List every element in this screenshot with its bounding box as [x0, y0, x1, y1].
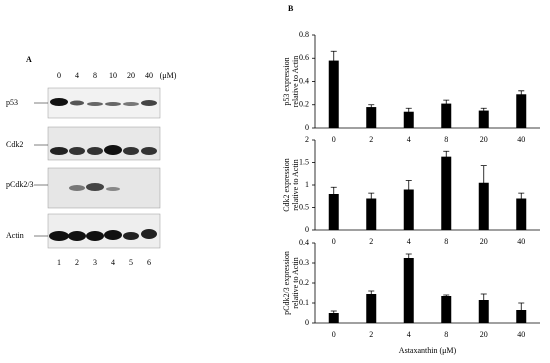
error-bar: [443, 294, 450, 298]
error-bar: [330, 186, 337, 202]
error-bar: [480, 293, 487, 307]
x-tick-label: 40: [517, 330, 525, 339]
y-tick-label: 1.5: [299, 157, 309, 166]
y-tick-label: 0: [305, 123, 309, 132]
error-bar: [443, 150, 450, 163]
x-tick-label: 8: [444, 135, 448, 144]
x-tick-label: 8: [444, 330, 448, 339]
x-tick-label: 0: [332, 330, 336, 339]
y-tick-label: 0.6: [299, 53, 309, 62]
lane-number: 2: [75, 258, 79, 267]
lane-concentration: (μM): [160, 71, 177, 80]
bar: [441, 296, 452, 323]
lane-concentration: 0: [57, 71, 61, 80]
y-tick-label: 0.1: [299, 298, 309, 307]
error-bar: [368, 290, 375, 298]
bar: [516, 94, 527, 128]
y-tick-label: 0: [305, 225, 309, 234]
y-tick-label: 0.3: [299, 258, 309, 267]
bar: [478, 182, 489, 230]
y-axis-label: pCdk2/3 expression: [282, 251, 291, 315]
bar: [328, 60, 339, 129]
bar: [328, 194, 339, 230]
y-axis-label: relative to Actin: [291, 159, 300, 211]
y-tick-label: 0.4: [299, 76, 309, 85]
x-tick-label: 4: [407, 330, 411, 339]
x-tick-label: 2: [369, 237, 373, 246]
bar: [403, 111, 414, 128]
x-tick-label: 2: [369, 330, 373, 339]
panel-label: B: [288, 4, 294, 13]
x-tick-label: 2: [369, 135, 373, 144]
lane-number: 1: [57, 258, 61, 267]
bar: [478, 300, 489, 323]
error-bar: [480, 165, 487, 201]
error-bar: [443, 99, 450, 108]
panel-label: A: [26, 55, 32, 64]
y-tick-label: 0.5: [299, 202, 309, 211]
y-tick-label: 0.2: [299, 278, 309, 287]
bar: [478, 110, 489, 128]
bar: [403, 258, 414, 323]
y-axis-label: relative to Actin: [291, 56, 300, 108]
x-axis-label: Astaxanthin (μM): [399, 346, 457, 355]
bar: [328, 313, 339, 323]
lane-number: 5: [129, 258, 133, 267]
x-tick-label: 4: [407, 237, 411, 246]
bar: [403, 189, 414, 230]
y-tick-label: 0.8: [299, 30, 309, 39]
bar: [366, 294, 377, 323]
error-bar: [405, 253, 412, 263]
lane-number: 4: [111, 258, 115, 267]
error-bar: [368, 104, 375, 110]
x-tick-label: 40: [517, 237, 525, 246]
blot-row-label: Cdk2: [6, 140, 23, 149]
blots: [47, 87, 161, 249]
x-tick-label: 20: [480, 330, 488, 339]
bar: [366, 198, 377, 230]
x-tick-label: 0: [332, 135, 336, 144]
error-bar: [480, 107, 487, 114]
error-bar: [405, 180, 412, 199]
lane-concentration: 10: [109, 71, 117, 80]
y-tick-label: 0.2: [299, 100, 309, 109]
y-tick-label: 0.4: [299, 238, 309, 247]
error-bar: [518, 302, 525, 318]
lane-concentration: 4: [75, 71, 79, 80]
blot-row-label: Actin: [6, 231, 24, 240]
blot-row-label: p53: [6, 98, 18, 107]
x-tick-label: 20: [480, 135, 488, 144]
bar: [366, 107, 377, 128]
y-axis-label: Cdk2 expression: [282, 158, 291, 212]
y-axis-label: relative to Actin: [291, 257, 300, 309]
x-tick-label: 40: [517, 135, 525, 144]
y-tick-label: 0: [305, 318, 309, 327]
error-bar: [330, 310, 337, 316]
error-bar: [330, 50, 337, 71]
x-tick-label: 20: [480, 237, 488, 246]
bar: [516, 198, 527, 230]
lane-concentration: 20: [127, 71, 135, 80]
lane-concentration: 40: [145, 71, 153, 80]
y-axis-label: p53 expression: [282, 57, 291, 105]
bar: [441, 103, 452, 128]
y-tick-label: 2: [305, 135, 309, 144]
error-bar: [518, 90, 525, 99]
lane-number: 3: [93, 258, 97, 267]
lane-concentration: 8: [93, 71, 97, 80]
bar: [441, 156, 452, 230]
error-bar: [368, 192, 375, 205]
y-tick-label: 1: [305, 180, 309, 189]
x-tick-label: 0: [332, 237, 336, 246]
error-bar: [518, 192, 525, 205]
x-tick-label: 4: [407, 135, 411, 144]
lane-number: 6: [147, 258, 151, 267]
blot-row-label: pCdk2/3: [6, 180, 34, 189]
x-tick-label: 8: [444, 237, 448, 246]
error-bar: [405, 107, 412, 116]
